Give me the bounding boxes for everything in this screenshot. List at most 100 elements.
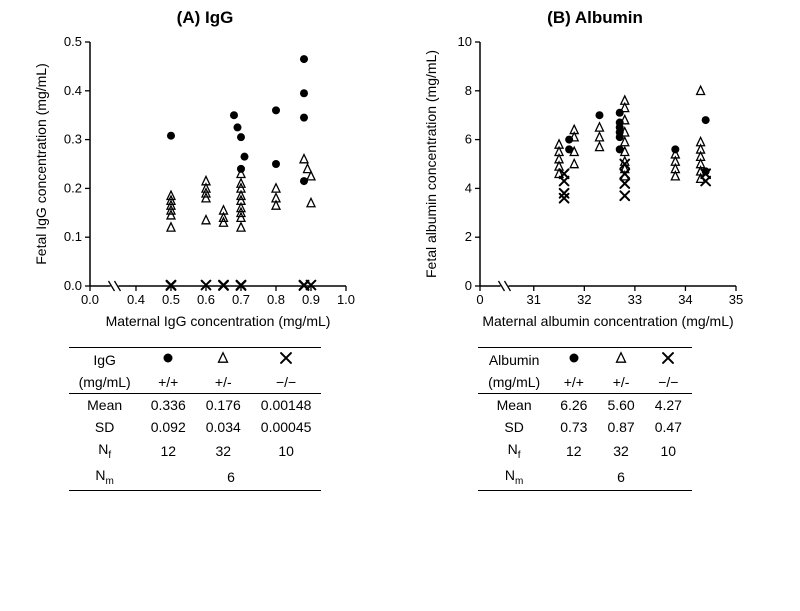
marker-filled-circle <box>616 109 624 117</box>
svg-text:0.2: 0.2 <box>64 180 82 195</box>
marker-filled-circle <box>233 123 241 131</box>
marker-open-triangle <box>202 215 210 223</box>
table-row-label: SD <box>69 416 141 438</box>
svg-text:0.7: 0.7 <box>232 292 250 307</box>
marker-filled-circle <box>237 133 245 141</box>
table-cell: 0.176 <box>196 394 251 417</box>
marker-x <box>560 177 569 186</box>
table-row-label: Mean <box>478 394 550 417</box>
table-cell: 0.47 <box>645 416 692 438</box>
marker-filled-circle <box>240 153 248 161</box>
table-marker-open-triangle <box>196 348 251 372</box>
table-cell: 0.092 <box>141 416 196 438</box>
svg-text:32: 32 <box>577 292 591 307</box>
marker-open-triangle <box>237 223 245 231</box>
svg-text:1.0: 1.0 <box>337 292 355 307</box>
marker-open-triangle <box>697 86 705 94</box>
svg-text:Maternal IgG concentration (mg: Maternal IgG concentration (mg/mL) <box>106 313 331 329</box>
marker-filled-circle <box>167 132 175 140</box>
marker-open-triangle <box>595 142 603 150</box>
table-cell: 0.034 <box>196 416 251 438</box>
svg-text:33: 33 <box>628 292 642 307</box>
svg-text:0.3: 0.3 <box>64 132 82 147</box>
marker-x <box>560 194 569 203</box>
svg-text:0: 0 <box>465 278 472 293</box>
table-cell: 0.00148 <box>251 394 322 417</box>
page: (A) IgG 0.00.10.20.30.40.50.00.40.50.60.… <box>0 0 800 611</box>
table-cell: 4.27 <box>645 394 692 417</box>
table-cell: 0.87 <box>597 416 644 438</box>
marker-open-triangle <box>570 159 578 167</box>
table-cell: 0.336 <box>141 394 196 417</box>
svg-text:2: 2 <box>465 229 472 244</box>
marker-filled-circle <box>300 114 308 122</box>
marker-x <box>701 177 710 186</box>
svg-text:0.5: 0.5 <box>64 34 82 49</box>
table-cell: 10 <box>645 438 692 464</box>
marker-open-triangle <box>167 223 175 231</box>
table-marker-filled-circle <box>141 348 196 372</box>
table-cell: 0.73 <box>550 416 597 438</box>
svg-text:0.0: 0.0 <box>64 278 82 293</box>
svg-text:0.4: 0.4 <box>127 292 145 307</box>
marker-filled-circle <box>272 106 280 114</box>
table-row-label: SD <box>478 416 550 438</box>
panel-a-svg: 0.00.10.20.30.40.50.00.40.50.60.70.80.91… <box>30 32 360 332</box>
svg-text:Fetal IgG concentration (mg/mL: Fetal IgG concentration (mg/mL) <box>33 63 49 265</box>
table-group: +/+ <box>550 371 597 394</box>
svg-text:34: 34 <box>678 292 692 307</box>
table-row-label: Nf <box>478 438 550 464</box>
marker-open-triangle <box>303 164 311 172</box>
svg-text:8: 8 <box>465 83 472 98</box>
panel-b-plot: 024681003132333435Maternal albumin conce… <box>420 32 750 337</box>
table-cell: 5.60 <box>597 394 644 417</box>
marker-filled-circle <box>702 116 710 124</box>
table-group: +/- <box>597 371 644 394</box>
table-unit-label: (mg/mL) <box>478 371 550 394</box>
svg-text:0: 0 <box>476 292 483 307</box>
marker-filled-circle <box>595 111 603 119</box>
marker-filled-circle <box>300 89 308 97</box>
marker-filled-circle <box>300 55 308 63</box>
svg-text:0.1: 0.1 <box>64 229 82 244</box>
marker-open-triangle <box>595 133 603 141</box>
marker-filled-circle <box>230 111 238 119</box>
marker-open-triangle <box>300 154 308 162</box>
marker-open-triangle <box>307 198 315 206</box>
panel-b-table: Albumin(mg/mL)+/++/-−/− Mean6.265.604.27 S… <box>478 347 692 491</box>
table-marker-filled-circle <box>550 348 597 372</box>
table-group: −/− <box>251 371 322 394</box>
table-row-span-val: 6 <box>141 464 322 490</box>
table-cell: 10 <box>251 438 322 464</box>
table-header-label: Albumin <box>478 348 550 372</box>
table-group: −/− <box>645 371 692 394</box>
table-row-label: Nm <box>478 464 550 490</box>
svg-text:Fetal albumin concentration (m: Fetal albumin concentration (mg/mL) <box>423 50 439 278</box>
table-unit-label: (mg/mL) <box>69 371 141 394</box>
svg-text:0.8: 0.8 <box>267 292 285 307</box>
svg-text:0.6: 0.6 <box>197 292 215 307</box>
panel-b-title: (B) Albumin <box>420 8 750 28</box>
table-row-label: Mean <box>69 394 141 417</box>
svg-text:4: 4 <box>465 180 472 195</box>
panel-a-table: IgG(mg/mL)+/++/-−/−Mean0.3360.1760.00148… <box>69 347 322 491</box>
table-marker-x <box>645 348 692 372</box>
table-cell: 32 <box>196 438 251 464</box>
table-cell: 12 <box>550 438 597 464</box>
marker-filled-circle <box>272 160 280 168</box>
table-marker-open-triangle <box>597 348 644 372</box>
panel-a-plot: 0.00.10.20.30.40.50.00.40.50.60.70.80.91… <box>30 32 360 337</box>
svg-text:6: 6 <box>465 132 472 147</box>
panel-b: (B) Albumin 024681003132333435Maternal a… <box>420 8 750 491</box>
svg-text:10: 10 <box>458 34 472 49</box>
svg-text:0.9: 0.9 <box>302 292 320 307</box>
marker-open-triangle <box>272 184 280 192</box>
table-group: +/+ <box>141 371 196 394</box>
table-row-label: Nm <box>69 464 141 490</box>
table-marker-x <box>251 348 322 372</box>
svg-text:0.0: 0.0 <box>81 292 99 307</box>
panel-a-table-wrap: IgG(mg/mL)+/++/-−/−Mean0.3360.1760.00148… <box>30 347 360 491</box>
svg-text:Maternal albumin concentration: Maternal albumin concentration (mg/mL) <box>482 313 733 329</box>
svg-text:0.4: 0.4 <box>64 83 82 98</box>
table-cell: 6.26 <box>550 394 597 417</box>
